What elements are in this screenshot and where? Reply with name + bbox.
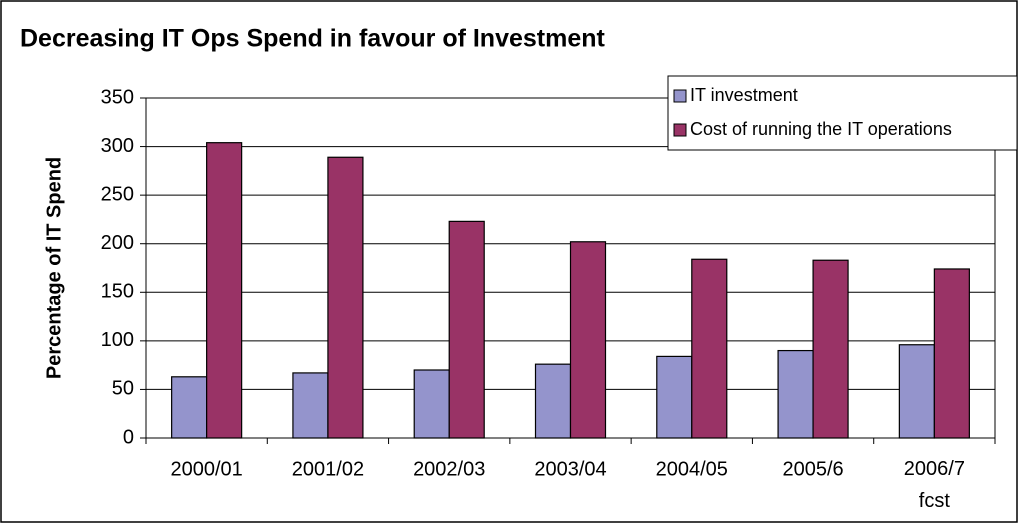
x-tick-label: 2005/6 — [782, 458, 843, 480]
bar — [933, 268, 970, 439]
x-tick-label: 2004/05 — [656, 458, 728, 480]
y-axis-label: Percentage of IT Spend — [43, 157, 65, 379]
chart-title: Decreasing IT Ops Spend in favour of Inv… — [20, 25, 606, 53]
bar — [898, 344, 935, 439]
legend-label: Cost of running the IT operations — [690, 119, 952, 139]
x-tick-label: 2000/01 — [170, 458, 242, 480]
y-tick-label: 300 — [101, 135, 134, 157]
legend-swatch — [673, 123, 687, 137]
y-tick-label: 350 — [101, 86, 134, 108]
legend-label: IT investment — [690, 85, 798, 105]
bar — [534, 363, 572, 439]
legend-swatch — [673, 89, 687, 103]
bar — [656, 355, 693, 439]
bar — [292, 372, 329, 439]
bar — [691, 258, 728, 439]
bar — [777, 349, 814, 439]
y-tick-label: 50 — [112, 378, 134, 400]
x-tick-label: 2001/02 — [292, 458, 364, 480]
y-tick-label: 100 — [101, 329, 134, 351]
bar — [448, 220, 485, 439]
x-tick-label: 2003/04 — [534, 458, 606, 480]
y-tick-label: 200 — [101, 232, 134, 254]
legend-box — [667, 75, 1018, 151]
y-tick-label: 0 — [123, 426, 134, 448]
bar — [812, 259, 849, 439]
bar — [413, 369, 450, 439]
y-tick-label: 250 — [101, 183, 134, 205]
y-tick-label: 150 — [101, 281, 134, 303]
bar — [569, 241, 607, 439]
bar — [171, 376, 208, 439]
bar — [327, 156, 364, 439]
x-tick-label: 2006/7 fcst — [904, 458, 965, 512]
bar — [206, 142, 243, 439]
x-tick-label: 2002/03 — [413, 458, 485, 480]
